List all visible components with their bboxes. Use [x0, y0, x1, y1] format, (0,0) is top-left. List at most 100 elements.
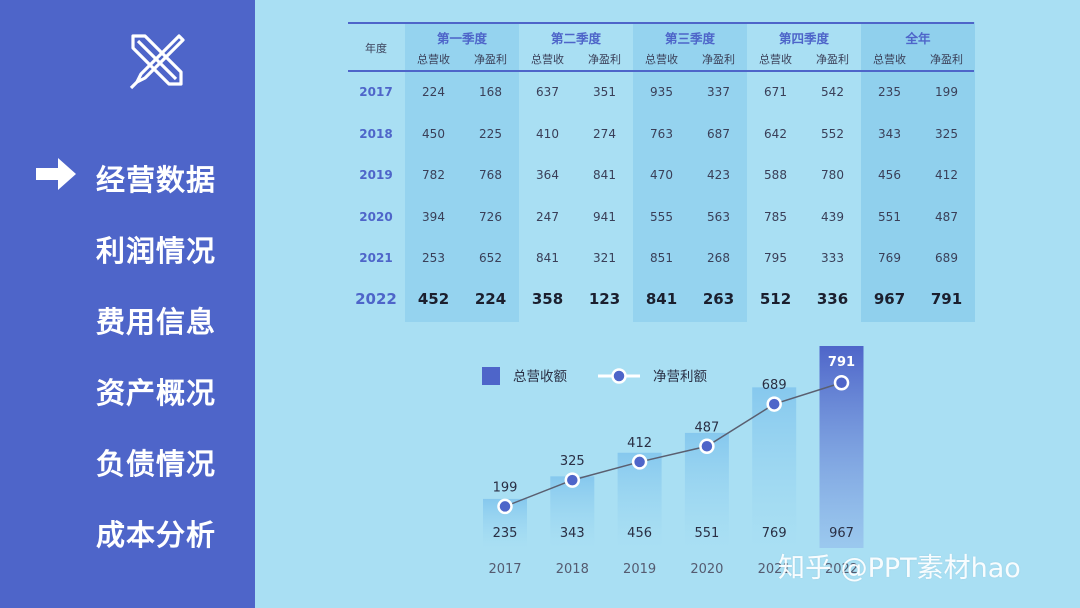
table-cell: 841	[645, 290, 678, 308]
table-cell: 224	[422, 85, 445, 99]
table-cell: 588	[764, 168, 787, 182]
column-band	[861, 22, 975, 322]
table-cell: 470	[650, 168, 673, 182]
table-cell: 456	[878, 168, 901, 182]
bar-value-label: 551	[694, 526, 719, 541]
table-cell: 637	[536, 85, 559, 99]
row-year: 2018	[359, 127, 393, 141]
table-cell: 689	[935, 251, 958, 265]
legend-marker-line	[611, 368, 627, 384]
bar-value-label: 967	[829, 526, 854, 541]
table-cell: 768	[479, 168, 502, 182]
table-cell: 336	[816, 290, 849, 308]
table-cell: 274	[593, 127, 616, 141]
bar-value-label: 343	[560, 526, 585, 541]
line-value-label: 325	[560, 454, 585, 469]
table-cell: 552	[821, 127, 844, 141]
table-cell: 785	[764, 210, 787, 224]
line-point	[833, 375, 850, 391]
sub-header: 总营收	[873, 53, 906, 66]
line-point	[766, 396, 782, 412]
profit-line	[504, 382, 842, 508]
table-cell: 412	[935, 168, 958, 182]
table-cell: 791	[930, 290, 963, 308]
table-cell: 358	[531, 290, 564, 308]
row-year: 2020	[359, 210, 393, 224]
x-tick-label: 2021	[758, 562, 791, 577]
table-cell: 563	[707, 210, 730, 224]
table-cell: 687	[707, 127, 730, 141]
table-cell: 224	[474, 290, 507, 308]
table-cell: 782	[422, 168, 445, 182]
year-header: 年度	[365, 42, 387, 55]
table-cell: 671	[764, 85, 787, 99]
table-cell: 333	[821, 251, 844, 265]
line-point	[699, 438, 715, 455]
quarter-header: 第三季度	[664, 31, 715, 46]
header-rule	[348, 70, 974, 72]
table-cell: 225	[479, 127, 502, 141]
bar-2018	[550, 476, 595, 548]
column-band	[405, 22, 519, 322]
menu-item-2[interactable]: 利润情况	[96, 234, 217, 268]
table-cell: 941	[593, 210, 616, 224]
sub-header: 净盈利	[474, 53, 507, 66]
table-cell: 487	[935, 210, 958, 224]
line-value-label: 689	[762, 378, 787, 393]
table-cell: 439	[821, 210, 844, 224]
quarter-header: 第一季度	[436, 31, 487, 46]
table-cell: 343	[878, 127, 901, 141]
legend-swatch-bars	[482, 367, 500, 385]
x-tick-label: 2020	[690, 562, 723, 577]
table-cell: 851	[650, 251, 673, 265]
x-tick-label: 2022	[825, 562, 858, 577]
table-cell: 268	[707, 251, 730, 265]
table-cell: 512	[759, 290, 792, 308]
table-cell: 168	[479, 85, 502, 99]
table-cell: 235	[878, 85, 901, 99]
bar-value-label: 456	[627, 526, 652, 541]
quarter-header: 第四季度	[778, 31, 829, 46]
menu-item-3[interactable]: 费用信息	[96, 305, 217, 339]
line-value-label: 199	[493, 480, 518, 495]
table-cell: 364	[536, 168, 559, 182]
row-year: 2019	[359, 168, 393, 182]
table-cell: 935	[650, 85, 673, 99]
menu-item-1[interactable]: 经营数据	[96, 163, 217, 197]
table-cell: 555	[650, 210, 673, 224]
sub-header: 总营收	[759, 53, 792, 66]
sub-header: 总营收	[531, 53, 564, 66]
menu-item-5[interactable]: 负债情况	[96, 447, 217, 481]
arrow-right-icon	[36, 158, 76, 190]
legend-label-bars: 总营收额	[513, 369, 567, 385]
table-cell: 199	[935, 85, 958, 99]
table-cell: 325	[935, 127, 958, 141]
menu-item-6[interactable]: 成本分析	[96, 518, 217, 552]
table-cell: 841	[536, 251, 559, 265]
table-cell: 652	[479, 251, 502, 265]
table-cell: 253	[422, 251, 445, 265]
table-cell: 321	[593, 251, 616, 265]
table-cell: 795	[764, 251, 787, 265]
sub-header: 净盈利	[588, 53, 621, 66]
table-cell: 394	[422, 210, 445, 224]
header-rule	[348, 22, 974, 24]
pencil-ruler-icon	[129, 34, 185, 90]
table-cell: 423	[707, 168, 730, 182]
table-cell: 841	[593, 168, 616, 182]
row-year: 2022	[355, 290, 397, 308]
table-cell: 769	[878, 251, 901, 265]
row-year: 2017	[359, 85, 393, 99]
menu-item-4[interactable]: 资产概况	[96, 376, 217, 410]
table-cell: 726	[479, 210, 502, 224]
table-cell: 763	[650, 127, 673, 141]
bar-value-label: 769	[762, 526, 787, 541]
quarter-header: 第二季度	[550, 31, 601, 46]
x-tick-label: 2019	[623, 562, 656, 577]
table-cell: 542	[821, 85, 844, 99]
legend-label-line: 净营利额	[653, 369, 707, 385]
table-cell: 452	[417, 290, 450, 308]
x-tick-label: 2018	[556, 562, 589, 577]
table-cell: 351	[593, 85, 616, 99]
watermark: 知乎 @PPT素材hao	[778, 553, 1021, 584]
